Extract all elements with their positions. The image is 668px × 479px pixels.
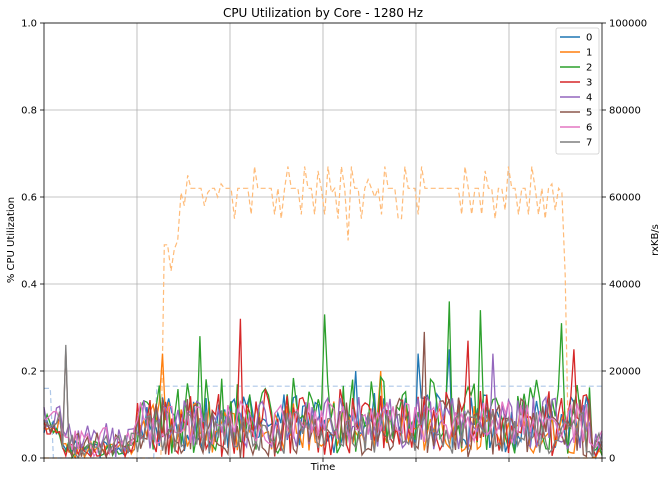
- legend-label: 2: [586, 63, 592, 74]
- series-line-7: [43, 344, 603, 459]
- y2-tick-label: 60000: [609, 193, 641, 204]
- y-tick-label: 0.2: [21, 367, 37, 378]
- y2-tick-label: 20000: [609, 367, 641, 378]
- y2-tick-label: 80000: [609, 106, 641, 117]
- legend: 0 1 2 3 4 5 6 7: [555, 27, 600, 155]
- legend-label: 3: [586, 78, 592, 89]
- legend-label: 1: [586, 48, 592, 59]
- cpu-series-group: [43, 301, 603, 460]
- series-line-6: [43, 400, 603, 458]
- rx-series-line: [44, 166, 602, 459]
- y2-tick-label: 40000: [609, 280, 641, 291]
- legend-label: 6: [586, 123, 592, 134]
- legend-label: 7: [586, 138, 592, 149]
- x-axis: [43, 458, 603, 462]
- legend-label: 0: [586, 33, 592, 44]
- y-tick-label: 0.0: [21, 454, 37, 465]
- y-axis-left: 0.0 0.2 0.4 0.6 0.8 1.0: [21, 19, 44, 465]
- y-axis-label-left: % CPU Utilization: [6, 197, 17, 283]
- legend-label: 4: [586, 93, 592, 104]
- y-tick-label: 0.4: [21, 280, 37, 291]
- legend-label: 5: [586, 108, 592, 119]
- plot-area: [43, 22, 603, 460]
- series-line-4: [43, 353, 603, 457]
- y2-tick-label: 0: [609, 454, 615, 465]
- y-axis-label-right: rxKB/s: [650, 224, 661, 256]
- y-tick-label: 0.6: [21, 193, 37, 204]
- y-axis-right: 0 20000 40000 60000 80000 100000: [602, 19, 647, 465]
- rx-series-group: [44, 166, 602, 459]
- y2-tick-label: 100000: [609, 19, 647, 30]
- chart-title: CPU Utilization by Core - 1280 Hz: [223, 6, 423, 20]
- y-tick-label: 1.0: [21, 19, 37, 30]
- series-line-0: [43, 349, 603, 460]
- y-tick-label: 0.8: [21, 106, 37, 117]
- legend-frame: [555, 27, 600, 155]
- rx-series-line: [44, 385, 602, 459]
- x-axis-label: Time: [310, 462, 335, 473]
